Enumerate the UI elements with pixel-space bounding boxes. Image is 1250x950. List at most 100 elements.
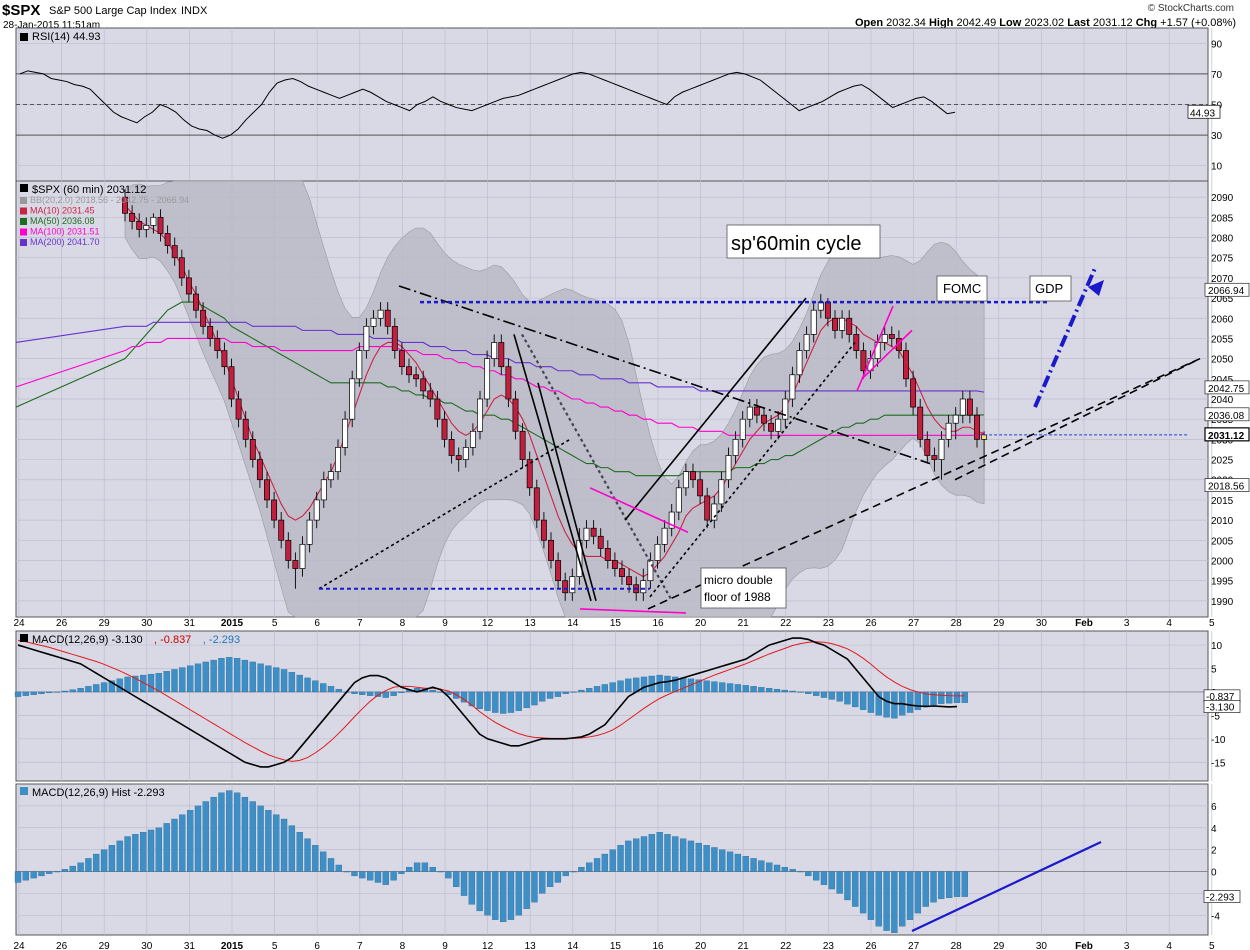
hist-bar (601, 853, 609, 872)
candle-body (597, 535, 604, 549)
hist-bar (695, 842, 702, 872)
hist-bar (265, 810, 272, 872)
candle-body (441, 418, 448, 440)
x-tick-label: 21 (738, 941, 750, 950)
x-tick-label: 2015 (221, 618, 244, 629)
x-tick-label: 24 (13, 618, 25, 629)
candle-body (775, 418, 782, 432)
ma100-line (15, 337, 985, 436)
hist-bar (421, 862, 429, 872)
x-tick-label: 7 (357, 618, 363, 629)
candle-body (952, 414, 959, 424)
macd-hist-bar (163, 671, 170, 693)
candle-body (981, 434, 988, 440)
hist-value-label: -2.293 (1206, 893, 1235, 904)
candle-body (320, 479, 327, 501)
gdp-box (1029, 275, 1072, 302)
candle-body (839, 317, 846, 331)
hist-bar (914, 871, 922, 914)
x-tick-label: 5 (272, 941, 278, 950)
candle-body (207, 325, 214, 339)
candle-body (462, 447, 469, 460)
candle-body (264, 479, 270, 501)
x-tick-label: 31 (184, 941, 196, 950)
macd-hist-bar (891, 691, 898, 719)
hist-bar (85, 858, 92, 872)
macd-hist-bar (140, 674, 147, 693)
macd-hist-bar (476, 691, 483, 709)
hist-bar (570, 871, 577, 873)
macd-hist-bar (233, 658, 241, 693)
candle-body (221, 350, 228, 368)
hist-bar (304, 838, 311, 872)
rsi-legend: RSI(14) 44.93 (32, 31, 100, 43)
macd-hist-bar (186, 665, 194, 693)
candle-body (519, 430, 526, 460)
price-tick-label: 2080 (1211, 234, 1234, 245)
hist-bar (406, 867, 413, 872)
legend-entry: MA(100) 2031.51 (30, 227, 100, 237)
price-tick-label: 2070 (1211, 274, 1234, 285)
x-tick-label: 13 (525, 941, 537, 950)
x-tick-label: 12 (482, 618, 494, 629)
last-value: 2031.12 (1092, 17, 1133, 29)
macd-hist-bar (312, 680, 319, 693)
hist-bar (108, 845, 116, 872)
x-tick-label: 9 (442, 618, 448, 629)
trendline-resistance (398, 285, 931, 465)
macd-hist-bar (257, 663, 264, 693)
candle-body (945, 422, 952, 440)
rsi-last-label: 44.93 (1190, 108, 1215, 119)
hist-bar (241, 796, 249, 872)
macd-hist-bar (570, 691, 577, 693)
hist-bar (859, 871, 867, 914)
note-line-1: micro double (704, 573, 773, 587)
hist-bar (820, 871, 828, 885)
candle-body (853, 334, 860, 351)
candle-body (129, 212, 136, 222)
candle-body (420, 378, 427, 392)
hist-bar (46, 871, 53, 874)
candle-body (974, 414, 980, 440)
x-tick-label: 27 (908, 618, 920, 629)
x-tick-label: 20 (695, 941, 707, 950)
trendline-support-long (647, 357, 1201, 610)
macd-hist-bar (69, 689, 76, 693)
hist-bar (280, 818, 288, 872)
candle-body (661, 527, 668, 545)
hist-bar (382, 871, 389, 885)
candle-body (640, 580, 647, 594)
x-tick-label: Feb (1075, 618, 1093, 629)
macd-hist-bar (711, 681, 718, 693)
candle-body (214, 338, 221, 351)
hist-bar (445, 871, 452, 879)
macd-hist-bar (484, 691, 491, 711)
candle-body (256, 459, 263, 481)
macd-hist-bar (938, 691, 945, 704)
x-tick-label: 26 (865, 941, 877, 950)
candle-body (171, 245, 178, 259)
hist-bar (351, 871, 358, 877)
x-tick-label: 15 (610, 618, 622, 629)
hist-bar (327, 858, 335, 872)
candle-body (846, 317, 853, 335)
hist-bar (891, 871, 898, 933)
hist-bar (390, 871, 397, 881)
copyright[interactable]: © StockCharts.com (1147, 3, 1234, 14)
hist-bar (546, 871, 554, 888)
macd-hist-bar (930, 691, 937, 706)
x-tick-label: 16 (652, 618, 664, 629)
macd-hist-bar (194, 663, 202, 693)
candle-body (732, 439, 739, 456)
x-tick-label: 29 (99, 618, 111, 629)
candle-body (881, 334, 888, 343)
macd-hist-bar (265, 665, 272, 693)
trendline-support-left (318, 438, 571, 590)
macd-hist-bar (351, 691, 358, 694)
x-tick-label: 14 (567, 618, 579, 629)
hist-bar (719, 849, 726, 872)
macd-hist-bar (781, 689, 788, 693)
macd-value-label: -0.837 (1206, 692, 1235, 703)
wedge-line-b (537, 382, 597, 602)
